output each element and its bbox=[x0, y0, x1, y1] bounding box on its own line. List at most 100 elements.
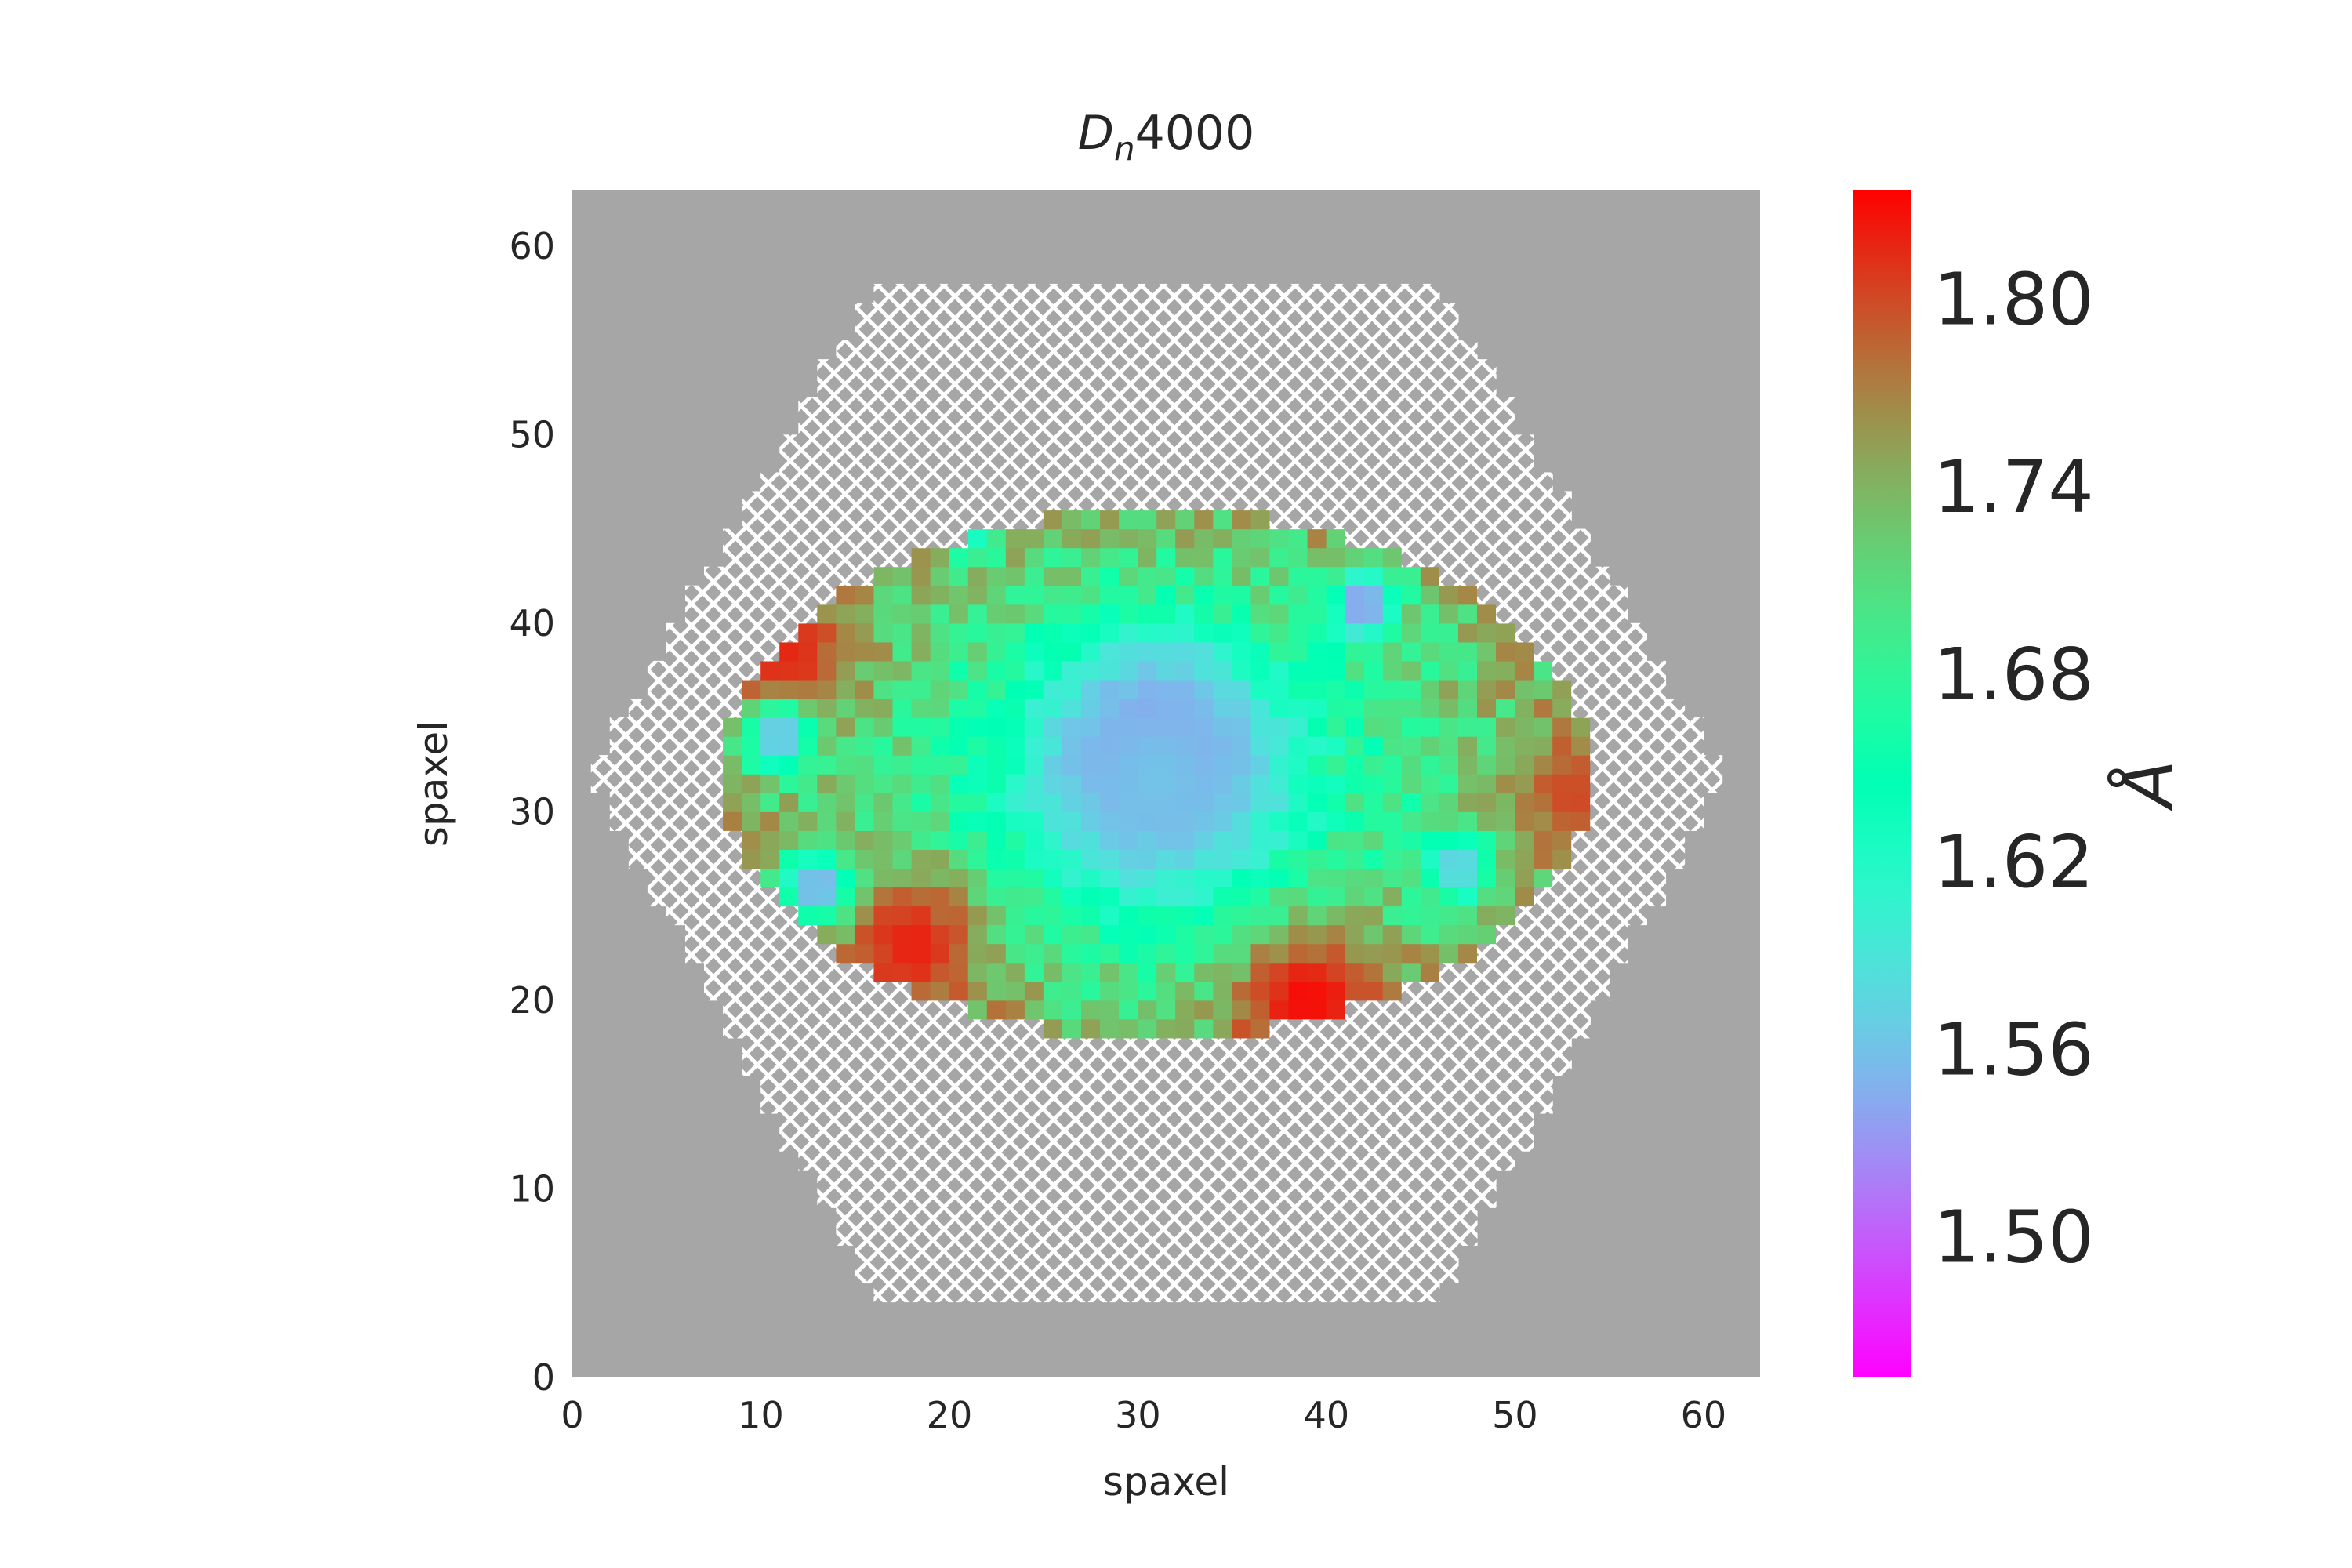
heatmap-cell bbox=[836, 698, 856, 718]
masked-cell bbox=[873, 510, 894, 530]
masked-cell bbox=[1250, 1226, 1271, 1246]
masked-cell bbox=[1476, 585, 1497, 605]
masked-cell bbox=[911, 1264, 931, 1284]
heatmap-cell bbox=[1138, 547, 1157, 568]
heatmap-cell bbox=[1156, 679, 1176, 699]
masked-cell bbox=[873, 1037, 894, 1058]
heatmap-cell bbox=[1100, 1000, 1120, 1020]
heatmap-cell bbox=[1062, 641, 1082, 662]
masked-cell bbox=[986, 340, 1007, 360]
heatmap-cell bbox=[1024, 585, 1044, 605]
masked-cell bbox=[1496, 547, 1515, 568]
masked-cell bbox=[1250, 1075, 1271, 1095]
heatmap-cell bbox=[930, 830, 950, 850]
masked-cell bbox=[723, 660, 742, 681]
masked-cell bbox=[1401, 416, 1421, 435]
masked-cell bbox=[911, 1151, 931, 1171]
heatmap-cell bbox=[1194, 585, 1214, 605]
masked-cell bbox=[1534, 1037, 1553, 1058]
masked-cell bbox=[855, 1056, 875, 1076]
heatmap-cell bbox=[760, 736, 780, 756]
heatmap-cell bbox=[930, 868, 950, 888]
masked-cell bbox=[930, 1018, 950, 1039]
heatmap-cell bbox=[1005, 981, 1025, 1001]
masked-cell bbox=[1515, 1056, 1534, 1076]
masked-cell bbox=[1420, 453, 1440, 474]
heatmap-cell bbox=[1024, 793, 1044, 812]
masked-cell bbox=[892, 981, 913, 1001]
masked-cell bbox=[1062, 283, 1082, 303]
masked-cell bbox=[1571, 1018, 1591, 1039]
heatmap-cell bbox=[1043, 868, 1063, 888]
heatmap-cell bbox=[1269, 887, 1290, 907]
masked-cell bbox=[892, 359, 913, 379]
masked-cell bbox=[798, 1018, 818, 1039]
masked-cell bbox=[1138, 1094, 1157, 1114]
masked-cell bbox=[1288, 1018, 1308, 1039]
heatmap-cell bbox=[1232, 510, 1252, 530]
masked-cell bbox=[1646, 830, 1667, 850]
heatmap-cell bbox=[1307, 755, 1327, 775]
masked-cell bbox=[836, 1151, 856, 1171]
heatmap-cell bbox=[1043, 717, 1063, 737]
heatmap-cell bbox=[892, 830, 913, 850]
heatmap-cell bbox=[1156, 1000, 1176, 1020]
heatmap-cell bbox=[1062, 1000, 1082, 1020]
masked-cell bbox=[1345, 472, 1365, 492]
masked-cell bbox=[1571, 981, 1591, 1001]
masked-cell bbox=[1043, 359, 1063, 379]
heatmap-cell bbox=[1175, 981, 1195, 1001]
heatmap-cell bbox=[1100, 887, 1120, 907]
masked-cell bbox=[723, 1018, 742, 1039]
heatmap-cell bbox=[930, 924, 950, 945]
masked-cell bbox=[1345, 1018, 1365, 1039]
masked-cell bbox=[1457, 1113, 1478, 1133]
heatmap-cell bbox=[1382, 830, 1403, 850]
masked-cell bbox=[1439, 1000, 1459, 1020]
masked-cell bbox=[1345, 1283, 1365, 1303]
heatmap-cell bbox=[949, 547, 969, 568]
heatmap-cell bbox=[1534, 849, 1553, 869]
masked-cell bbox=[911, 378, 931, 397]
heatmap-cell bbox=[1420, 943, 1440, 964]
heatmap-cell bbox=[986, 604, 1007, 624]
heatmap-cell bbox=[855, 887, 875, 907]
masked-cell bbox=[1345, 491, 1365, 511]
masked-cell bbox=[1194, 472, 1214, 492]
masked-cell bbox=[1382, 340, 1403, 360]
heatmap-cell bbox=[1345, 585, 1365, 605]
heatmap-cell bbox=[1194, 1018, 1214, 1039]
masked-cell bbox=[1043, 1264, 1063, 1284]
heatmap-cell bbox=[836, 830, 856, 850]
masked-cell bbox=[949, 1132, 969, 1152]
heatmap-cell bbox=[1250, 736, 1271, 756]
masked-cell bbox=[684, 924, 705, 945]
heatmap-cell bbox=[911, 585, 931, 605]
masked-cell bbox=[1043, 1170, 1063, 1189]
masked-cell bbox=[892, 283, 913, 303]
heatmap-cell bbox=[1062, 887, 1082, 907]
masked-cell bbox=[1269, 434, 1290, 454]
heatmap-cell bbox=[1457, 717, 1478, 737]
heatmap-cell bbox=[1024, 943, 1044, 964]
masked-cell bbox=[628, 849, 648, 869]
heatmap-cell bbox=[1420, 736, 1440, 756]
masked-cell bbox=[1100, 1207, 1120, 1227]
heatmap-cell bbox=[1382, 906, 1403, 926]
heatmap-cell bbox=[1138, 566, 1157, 586]
masked-cell bbox=[836, 1056, 856, 1076]
heatmap-cell bbox=[1024, 679, 1044, 699]
heatmap-cell bbox=[1062, 755, 1082, 775]
masked-cell bbox=[1288, 302, 1308, 322]
heatmap-cell bbox=[817, 660, 837, 681]
masked-cell bbox=[1382, 453, 1403, 474]
heatmap-cell bbox=[911, 906, 931, 926]
masked-cell bbox=[1232, 302, 1252, 322]
masked-cell bbox=[1024, 321, 1044, 341]
heatmap-cell bbox=[1156, 1018, 1176, 1039]
masked-cell bbox=[1476, 510, 1497, 530]
masked-cell bbox=[1363, 1018, 1384, 1039]
heatmap-cell bbox=[1269, 660, 1290, 681]
heatmap-cell bbox=[873, 774, 894, 793]
masked-cell bbox=[1571, 849, 1591, 869]
